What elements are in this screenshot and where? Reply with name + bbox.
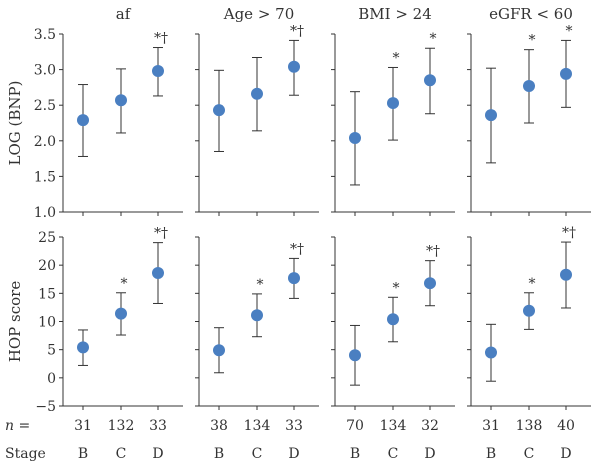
n-value: 40 [557,418,575,434]
y-tick-label: 15 [38,286,56,302]
panel-title: BMI > 24 [358,5,432,23]
stage-category: C [388,446,399,462]
y-axis-label: LOG (BNP) [6,81,24,166]
stage-category: D [560,446,571,462]
significance-marker: *† [562,225,576,241]
y-tick-label: 2.5 [34,98,56,114]
data-point [288,272,300,285]
data-point [387,97,399,110]
stage-category: B [214,446,224,462]
significance-marker: * [393,50,400,66]
data-point [485,346,497,359]
panel-5: 38 B * 134 C *† 33 D [195,236,319,462]
y-tick-label: −5 [35,399,56,415]
n-value: 33 [285,418,303,434]
data-point [115,94,127,107]
data-point [251,87,263,100]
data-point [152,65,164,78]
data-point [560,268,572,281]
data-point [115,307,127,320]
stage-category: C [116,446,127,462]
panel-7: 31 B * 138 C *† 40 D [467,225,591,462]
n-value: 134 [380,418,407,434]
stage-category: C [252,446,263,462]
y-tick-label: 0 [47,371,56,387]
significance-marker: *† [426,244,440,260]
significance-marker: * [257,277,264,293]
significance-marker: * [529,276,536,292]
panel-title: af [116,5,132,23]
y-axis-label: HOP score [6,281,24,363]
panel-0: 1.0 1.5 2.0 2.5 3.0 3.5 af LOG (BNP) *† [6,5,183,221]
data-point [77,341,89,354]
n-value: 134 [244,418,271,434]
y-tick-label: 3.0 [34,63,56,79]
panel-title: eGFR < 60 [489,5,573,23]
data-point [424,277,436,290]
panel-1: Age > 70*† [195,5,319,216]
n-label: n = [5,418,30,434]
data-point [560,67,572,80]
y-tick-label: 20 [38,258,56,274]
y-tick-label: 10 [38,315,56,331]
data-point [251,309,263,322]
n-value: 33 [149,418,167,434]
stage-category: B [350,446,360,462]
n-value: 32 [421,418,439,434]
data-point [523,79,535,92]
data-point [288,60,300,73]
n-value: 138 [516,418,543,434]
significance-marker: * [529,33,536,49]
data-point [387,313,399,326]
stage-category: B [78,446,88,462]
y-tick-label: 5 [47,343,56,359]
stage-category: D [288,446,299,462]
panel-4: −5 0 5 10 15 20 25 HOP score 31 B * 132 C *† 33 D [6,226,183,462]
n-value: 31 [482,418,500,434]
n-value: 38 [210,418,228,434]
panel-6: 70 B * 134 C *† 32 D [331,236,455,462]
panel-3: eGFR < 60** [467,5,591,216]
significance-marker: * [393,280,400,296]
data-point [349,349,361,362]
n-value: 70 [346,418,364,434]
data-point [213,344,225,357]
significance-marker: *† [290,23,304,39]
stage-category: B [486,446,496,462]
significance-marker: *† [154,31,168,47]
stage-category: C [524,446,535,462]
y-tick-label: 2.0 [34,134,56,150]
stage-category: D [424,446,435,462]
data-point [152,267,164,280]
data-point [485,109,497,122]
data-point [77,114,89,127]
significance-marker: * [566,23,573,39]
n-value: 31 [74,418,92,434]
significance-marker: * [121,276,128,292]
data-point [213,104,225,117]
panel-title: Age > 70 [223,5,295,23]
y-tick-label: 3.5 [34,27,56,43]
data-point [523,304,535,317]
y-tick-label: 1.0 [34,205,56,221]
data-point [349,131,361,144]
y-tick-label: 25 [38,230,56,246]
stage-category: D [152,446,163,462]
panel-2: BMI > 24 * * [331,5,455,216]
significance-marker: *† [290,241,304,257]
stage-label: Stage [5,446,46,462]
y-tick-label: 1.5 [34,169,56,185]
data-point [424,74,436,87]
significance-marker: *† [154,226,168,242]
significance-marker: * [430,31,437,47]
n-value: 132 [108,418,135,434]
